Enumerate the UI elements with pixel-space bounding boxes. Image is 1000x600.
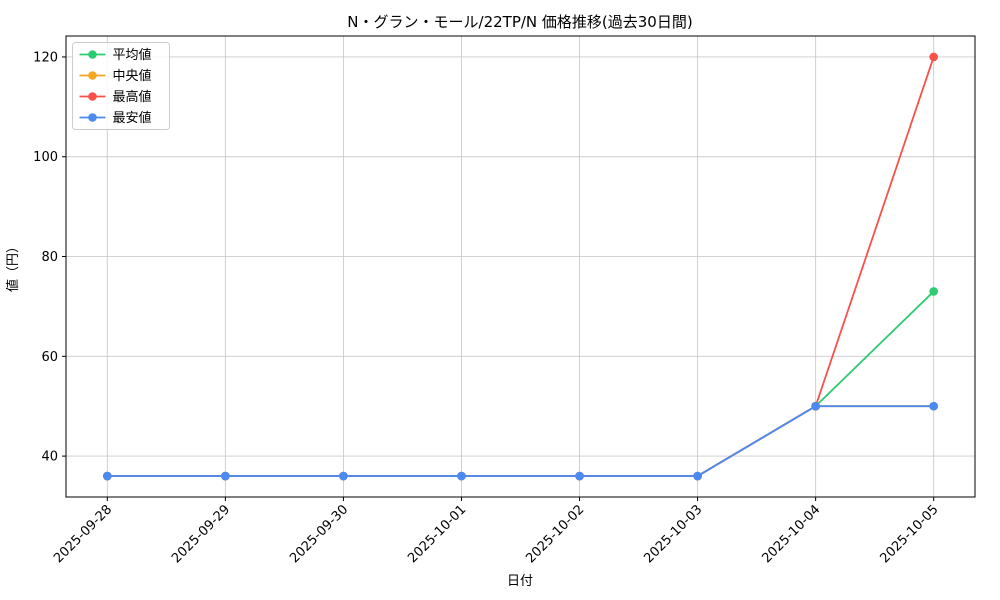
series-marker-min-2025-09-29 xyxy=(221,471,230,481)
series-marker-min-2025-10-02 xyxy=(575,471,584,481)
y-tick-label-60: 60 xyxy=(41,350,58,365)
series-marker-min-2025-10-01 xyxy=(457,471,466,481)
y-tick-label-120: 120 xyxy=(33,50,58,65)
x-tick-label-2025-10-05: 2025-10-05 xyxy=(877,502,941,566)
x-tick-label-2025-09-28: 2025-09-28 xyxy=(51,502,115,566)
legend-marker-min xyxy=(88,113,97,122)
legend-label-average: 平均値 xyxy=(113,47,152,63)
series-layer xyxy=(103,52,938,481)
y-axis-label: 値（円） xyxy=(5,240,21,292)
series-marker-min-2025-09-30 xyxy=(339,471,348,481)
series-marker-min-2025-10-03 xyxy=(693,471,702,481)
x-tick-label-2025-10-03: 2025-10-03 xyxy=(641,502,705,566)
chart-title: N・グラン・モール/22TP/N 価格推移(過去30日間) xyxy=(347,13,692,31)
y-tick-label-40: 40 xyxy=(41,450,58,465)
legend-marker-average xyxy=(88,50,97,59)
series-marker-min-2025-10-05 xyxy=(929,401,938,411)
series-marker-min-2025-10-04 xyxy=(811,401,820,411)
series-line-min xyxy=(107,405,934,477)
legend-label-min: 最安値 xyxy=(113,110,152,126)
legend-label-max: 最高値 xyxy=(113,89,152,105)
series-line-max xyxy=(107,56,935,477)
legend-marker-max xyxy=(88,92,97,101)
series-marker-max-2025-10-05 xyxy=(929,52,938,62)
series-marker-min-2025-09-28 xyxy=(103,471,112,481)
legend-box xyxy=(72,42,170,130)
y-tick-label-100: 100 xyxy=(33,150,58,165)
y-tick-label-80: 80 xyxy=(41,250,58,265)
x-tick-label-2025-10-04: 2025-10-04 xyxy=(759,502,823,566)
series-marker-average-2025-10-05 xyxy=(929,287,938,296)
series-line-median xyxy=(107,405,934,477)
axes-frame xyxy=(65,35,976,498)
x-tick-label-2025-10-01: 2025-10-01 xyxy=(405,502,469,566)
x-axis-label: 日付 xyxy=(507,574,533,589)
x-tick-label-2025-09-30: 2025-09-30 xyxy=(287,502,351,566)
legend-marker-median xyxy=(88,71,97,80)
legend-label-median: 中央値 xyxy=(113,68,152,84)
grid-layer xyxy=(66,36,975,497)
series-line-average xyxy=(107,290,935,477)
x-tick-label-2025-10-02: 2025-10-02 xyxy=(523,502,587,566)
x-tick-label-2025-09-29: 2025-09-29 xyxy=(169,502,233,566)
